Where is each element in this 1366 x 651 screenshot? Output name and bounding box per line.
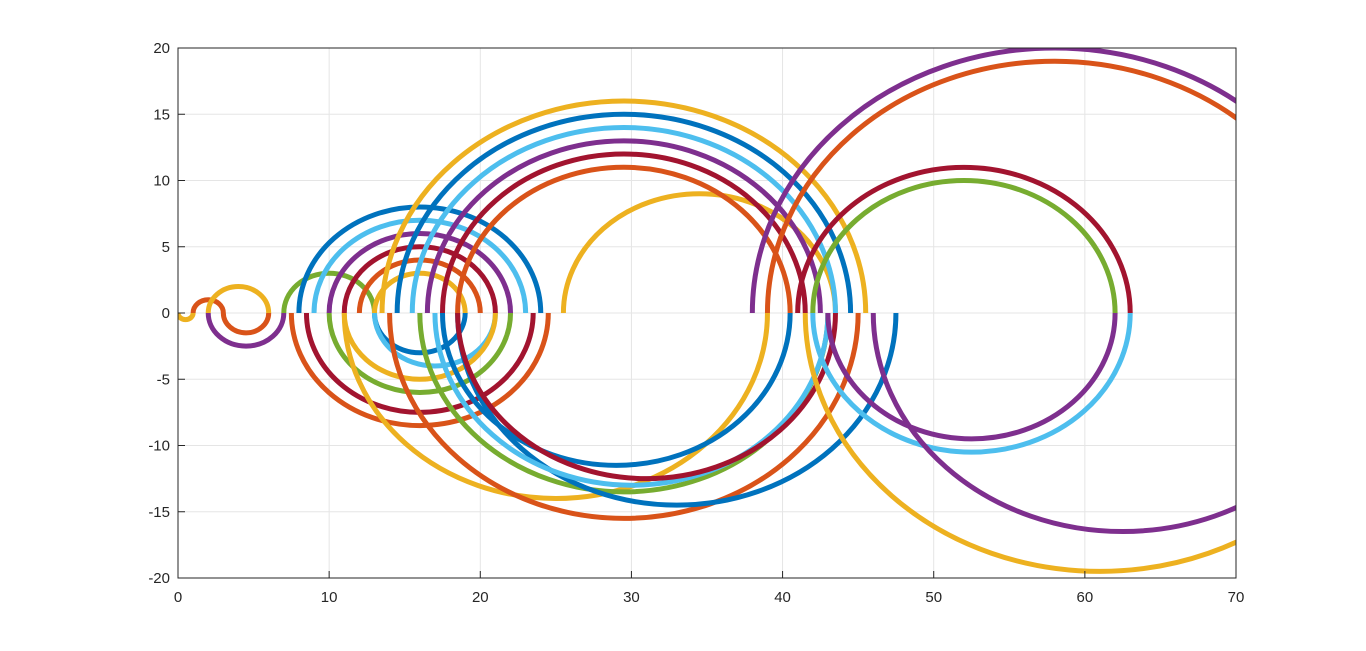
x-tick-label: 20 (472, 589, 489, 606)
semicircle-arc (825, 312, 1118, 442)
curve-series (387, 164, 861, 521)
semicircle-arc (296, 204, 544, 314)
x-axis-tick-labels: 0 10 20 30 40 50 60 70 (174, 589, 1245, 606)
curve-series (205, 312, 287, 349)
semicircle-arc (764, 58, 1236, 314)
semicircle-arc (379, 99, 869, 314)
semicircle-arc (190, 297, 226, 314)
curve-series (220, 312, 272, 336)
curve-series (341, 99, 869, 501)
y-tick-label: -20 (148, 570, 170, 587)
y-tick-label: 5 (162, 239, 170, 256)
semicircle-arc (560, 191, 838, 314)
semicircle-arc (220, 312, 272, 336)
semicircle-arc (870, 312, 1236, 535)
y-tick-label: 0 (162, 305, 170, 322)
curve-series (802, 312, 1236, 574)
x-tick-label: 30 (623, 589, 640, 606)
semicircle-arc (409, 125, 838, 314)
semicircle-arc (455, 312, 838, 481)
curve-series (205, 284, 272, 314)
x-tick-label: 40 (774, 589, 791, 606)
y-tick-label: -15 (148, 504, 170, 521)
curve-series (810, 312, 1133, 455)
y-tick-label: -5 (157, 371, 170, 388)
semicircle-arc (394, 111, 854, 314)
y-axis-tick-labels: 20 15 10 5 0 -5 -10 -15 -20 (148, 40, 170, 587)
semicircle-arc (424, 138, 823, 314)
y-tick-label: 15 (153, 106, 170, 123)
curve-series (764, 58, 1236, 314)
semicircle-arc (205, 284, 272, 314)
semicircle-arc (795, 164, 1133, 314)
curve-series (455, 312, 838, 481)
curve-series (409, 125, 838, 314)
x-axis-ticks (177, 571, 1237, 578)
curve-series (281, 270, 377, 314)
curve-series (870, 312, 1236, 535)
semicircle-arc (440, 312, 793, 468)
x-tick-label: 10 (321, 589, 338, 606)
curve-series-group (178, 48, 1357, 574)
curve-series (432, 312, 831, 488)
semicircle-arc (455, 164, 793, 314)
x-tick-label: 60 (1077, 589, 1094, 606)
curve-series (326, 312, 514, 395)
curve-series (795, 164, 1133, 314)
curve-series (424, 138, 823, 314)
x-tick-label: 50 (925, 589, 942, 606)
semicircle-arc (810, 312, 1133, 455)
y-tick-label: 10 (153, 173, 170, 190)
semicircle-arc (311, 217, 529, 314)
x-tick-label: 0 (174, 589, 182, 606)
semicircle-arc (802, 312, 1236, 574)
semicircle-arc (326, 312, 514, 395)
semicircle-arc (326, 231, 514, 314)
curve-series (810, 178, 1118, 314)
y-tick-label: 20 (153, 40, 170, 57)
semicircle-arc (341, 244, 498, 314)
semicircle-arc (810, 178, 1118, 314)
curve-series (394, 111, 854, 468)
curve-series (440, 151, 808, 314)
y-tick-label: -10 (148, 438, 170, 455)
semicircle-arc (440, 151, 808, 314)
semicircle-arc (387, 312, 861, 521)
curve-series (752, 48, 1357, 442)
semicircle-arc (341, 312, 770, 501)
semicircle-arc (205, 312, 287, 349)
semicircle-arc (281, 270, 377, 314)
x-tick-label: 70 (1228, 589, 1245, 606)
curve-series (326, 231, 514, 314)
curve-series (190, 297, 226, 314)
semicircle-arc (288, 312, 551, 429)
semicircle-arc (341, 312, 498, 382)
y-axis-ticks (178, 47, 185, 579)
semicircle-arc (432, 312, 831, 488)
